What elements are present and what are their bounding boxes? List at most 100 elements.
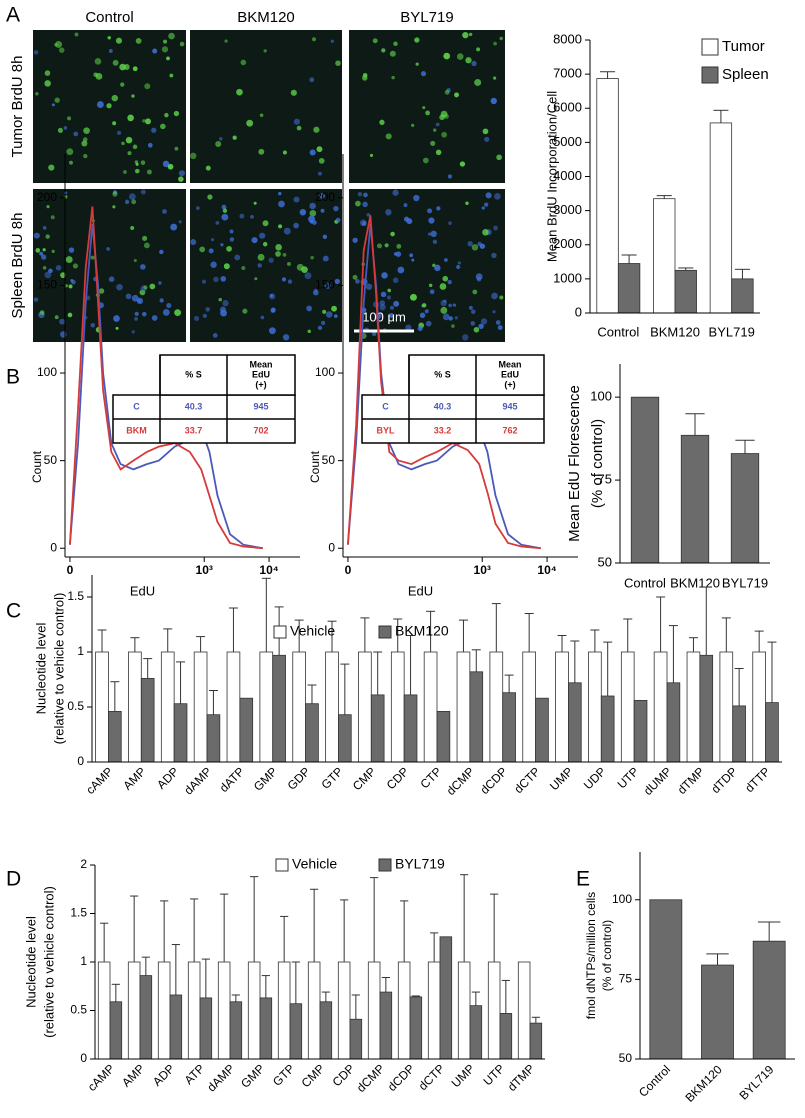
cell-dot: [241, 265, 246, 271]
cell-dot: [493, 225, 498, 231]
y-tick-label: 6000: [553, 100, 582, 115]
cell-dot: [83, 153, 88, 159]
cell-dot: [428, 217, 435, 224]
cell-dot: [418, 326, 423, 331]
cell-dot: [50, 215, 55, 220]
image-column-label: BKM120: [237, 9, 295, 26]
cell-dot: [411, 123, 415, 127]
cell-dot: [452, 303, 457, 307]
legend-swatch: [275, 858, 289, 872]
cell-dot: [317, 325, 323, 331]
cell-dot: [491, 252, 497, 259]
cell-dot: [134, 311, 139, 316]
cell-dot: [39, 251, 44, 256]
cell-dot: [440, 300, 447, 307]
cell-dot: [262, 220, 269, 227]
cell-dot: [140, 160, 146, 165]
bar: [674, 269, 697, 314]
cell-dot: [63, 126, 68, 130]
x-tick-label: 10⁴: [259, 563, 278, 577]
cell-dot: [278, 224, 283, 229]
cell-dot: [293, 118, 300, 125]
y-tick-label: 150: [37, 278, 57, 292]
cell-dot: [222, 300, 229, 307]
bar: [699, 654, 714, 763]
bar: [397, 961, 411, 1060]
cell-dot: [352, 237, 358, 243]
cell-dot: [120, 82, 125, 87]
cell-dot: [178, 176, 184, 182]
x-axis-label: EdU: [408, 583, 433, 598]
y-axis-label: fmol dNTPs/million cells: [584, 892, 598, 1019]
cell-dot: [55, 265, 62, 271]
cell-dot: [133, 258, 137, 262]
cell-dot: [410, 293, 417, 301]
cell-dot: [447, 279, 452, 285]
cell-dot: [262, 241, 268, 247]
cell-dot: [51, 249, 55, 253]
bar: [686, 651, 701, 763]
cell-dot: [44, 80, 51, 87]
cell-dot: [69, 160, 73, 165]
cell-dot: [409, 253, 414, 258]
table-cell: 33.2: [434, 425, 452, 435]
bar: [108, 711, 122, 763]
image-column-label: BYL719: [400, 9, 453, 26]
cell-dot: [403, 203, 408, 208]
bar: [199, 997, 213, 1060]
bar: [600, 695, 615, 763]
cell-dot: [226, 245, 232, 252]
cell-dot: [497, 325, 503, 331]
table-header: (+): [255, 379, 266, 389]
bar: [457, 961, 471, 1060]
x-tick-label: 0: [67, 563, 74, 577]
bar: [709, 122, 733, 314]
cell-dot: [499, 36, 503, 41]
panel-letter: E: [576, 868, 590, 891]
cell-dot: [82, 137, 88, 142]
cell-dot: [259, 232, 266, 239]
cell-dot: [145, 118, 151, 125]
cell-dot: [419, 312, 426, 318]
cell-dot: [232, 135, 237, 140]
cell-dot: [415, 62, 419, 66]
cell-dot: [190, 239, 197, 246]
cell-dot: [330, 39, 335, 43]
cell-dot: [381, 48, 386, 53]
cell-dot: [253, 201, 257, 205]
table-header: EdU: [252, 369, 270, 379]
cell-dot: [422, 106, 426, 110]
legend-swatch: [701, 66, 719, 84]
cell-dot: [63, 191, 68, 195]
cell-dot: [494, 193, 501, 200]
cell-dot: [213, 276, 219, 283]
x-axis-label: EdU: [130, 583, 155, 598]
bar: [732, 705, 746, 763]
cell-dot: [385, 209, 392, 216]
cell-dot: [378, 312, 384, 318]
y-tick-label: 100: [612, 892, 632, 906]
cell-dot: [335, 217, 341, 223]
cell-dot: [435, 149, 442, 156]
cell-dot: [178, 170, 185, 177]
cell-dot: [384, 243, 389, 248]
cell-dot: [427, 232, 432, 236]
cell-dot: [72, 263, 79, 269]
cell-dot: [135, 38, 142, 44]
cell-dot: [112, 205, 116, 209]
bar: [752, 940, 786, 1060]
cell-dot: [492, 310, 496, 314]
legend-label: BYL719: [395, 856, 445, 872]
cell-dot: [392, 277, 399, 284]
cell-dot: [222, 208, 228, 213]
cell-dot: [499, 295, 504, 300]
cell-dot: [325, 311, 333, 318]
cell-dot: [429, 289, 435, 295]
cell-dot: [470, 321, 476, 326]
bar: [653, 651, 668, 763]
cell-dot: [496, 154, 503, 161]
bar: [423, 651, 438, 763]
bar: [128, 651, 142, 763]
y-tick-label: 200: [315, 190, 335, 204]
bar: [633, 700, 648, 763]
